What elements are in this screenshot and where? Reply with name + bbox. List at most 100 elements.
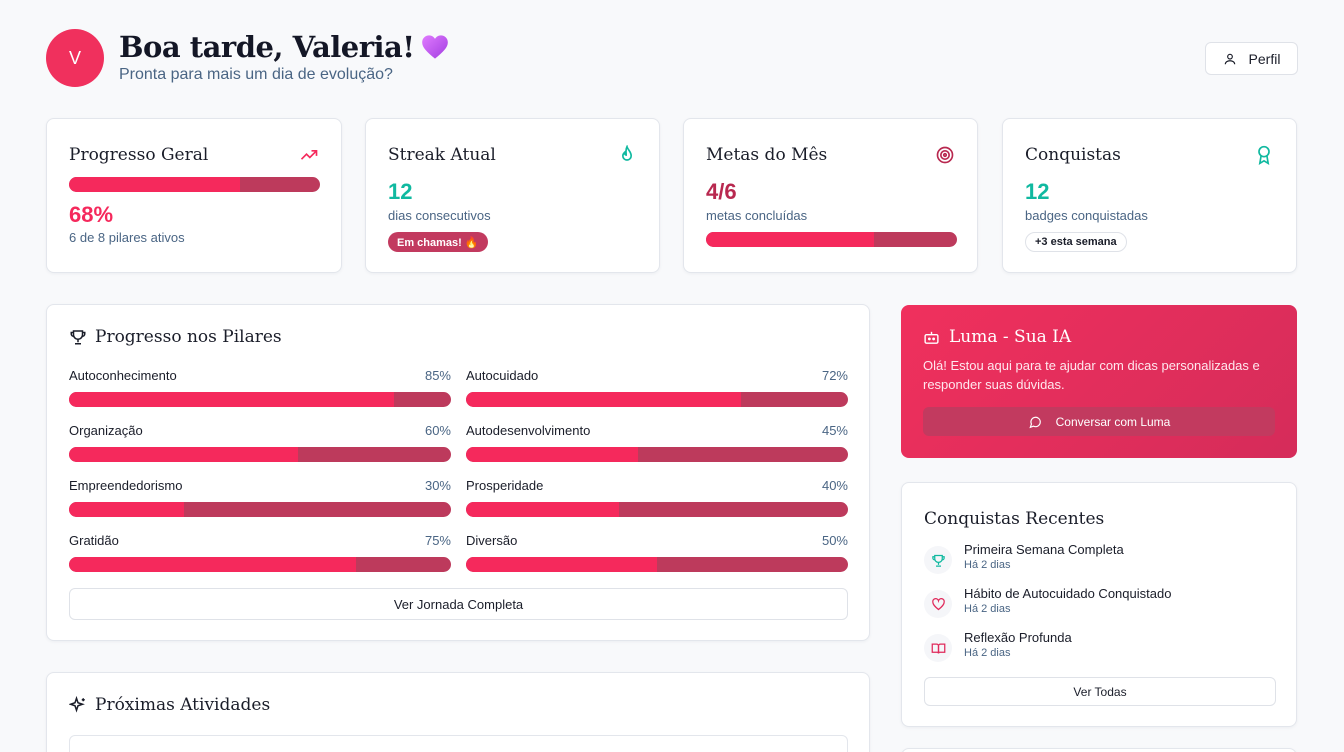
pillars-title-text: Progresso nos Pilares [95, 327, 282, 347]
purple-heart-icon [421, 35, 448, 59]
pillar-progress-bar [466, 447, 848, 462]
recent-achievements-title: Conquistas Recentes [924, 509, 1105, 529]
user-icon [1224, 53, 1235, 64]
overall-progress-bar [69, 177, 320, 192]
achievement-time: Há 2 dias [964, 647, 1011, 659]
activities-title-text: Próximas Atividades [95, 695, 271, 715]
profile-button[interactable]: Perfil [1205, 42, 1298, 75]
recent-achievements-card: Conquistas Recentes Primeira Semana Comp… [901, 482, 1297, 727]
overall-progress-value: 68% [69, 202, 114, 227]
pillar-progress-fill [69, 392, 394, 407]
pillar-percent: 75% [424, 533, 451, 548]
card-title: Progresso Geral [69, 145, 209, 165]
achievements-card: Conquistas 12 badges conquistadas +3 est… [1002, 118, 1297, 273]
pillars-card: Progresso nos Pilares Autoconhecimento 85… [46, 304, 870, 641]
pillar-header: Prosperidade 40% [466, 478, 848, 493]
achievements-caption: badges conquistadas [1025, 208, 1148, 223]
activity-item[interactable] [69, 735, 848, 752]
activities-title: Próximas Atividades [69, 695, 270, 715]
pillar-progress-fill [69, 447, 299, 462]
pillar-percent: 30% [424, 478, 451, 493]
pillar-progress-bar [69, 502, 451, 517]
view-all-button[interactable]: Ver Todas [924, 677, 1276, 706]
pillar-progress-fill [466, 447, 638, 462]
achievement-item: Reflexão Profunda Há 2 dias [924, 630, 1072, 662]
goals-caption: metas concluídas [706, 208, 808, 223]
achievements-value: 12 [1025, 179, 1050, 204]
target-icon [936, 146, 954, 164]
goals-value: 4/6 [706, 179, 737, 204]
pillar-progress-bar [466, 557, 848, 572]
pillar-progress-fill [466, 502, 619, 517]
achievement-item: Hábito de Autocuidado Conquistado Há 2 d… [924, 586, 1171, 618]
pillar-item: Diversão 50% [466, 533, 848, 572]
luma-title: Luma - Sua IA [923, 327, 1071, 347]
streak-caption: dias consecutivos [388, 208, 491, 223]
achievement-icon-wrap [924, 634, 952, 662]
heart-icon [931, 597, 945, 610]
pillar-percent: 45% [821, 423, 848, 438]
greeting-title: Boa tarde, Valeria! [119, 30, 449, 64]
profile-label: Perfil [1248, 50, 1281, 67]
pillar-label: Autoconhecimento [69, 368, 177, 383]
pillar-item: Autodesenvolvimento 45% [466, 423, 848, 462]
greeting-text: Boa tarde, Valeria! [119, 30, 415, 64]
pillar-label: Gratidão [69, 533, 119, 548]
avatar: V [46, 29, 104, 87]
streak-badge: Em chamas! 🔥 [388, 232, 488, 252]
activities-card: Próximas Atividades [46, 672, 870, 752]
achievement-icon-wrap [924, 546, 952, 574]
pillar-item: Autocuidado 72% [466, 368, 848, 407]
pillar-percent: 40% [821, 478, 848, 493]
message-circle-icon [1029, 416, 1041, 428]
pillar-percent: 72% [821, 368, 848, 383]
pillar-progress-bar [69, 392, 451, 407]
pillar-percent: 60% [424, 423, 451, 438]
pillar-label: Autodesenvolvimento [466, 423, 591, 438]
trophy-icon [70, 330, 86, 345]
pillar-header: Organização 60% [69, 423, 451, 438]
achievements-badge: +3 esta semana [1025, 232, 1127, 252]
luma-title-text: Luma - Sua IA [949, 327, 1072, 347]
pillar-header: Diversão 50% [466, 533, 848, 548]
pillar-progress-fill [69, 502, 184, 517]
card-title: Streak Atual [388, 145, 496, 165]
pillar-progress-bar [466, 502, 848, 517]
pillars-title: Progresso nos Pilares [69, 327, 282, 347]
achievement-icon-wrap [924, 590, 952, 618]
pillar-progress-bar [69, 557, 451, 572]
achievement-item: Primeira Semana Completa Há 2 dias [924, 542, 1124, 574]
achievement-time: Há 2 dias [964, 559, 1011, 571]
flame-icon [621, 145, 633, 161]
sparkles-icon [69, 696, 85, 713]
view-journey-button[interactable]: Ver Jornada Completa [69, 588, 848, 620]
pillar-item: Autoconhecimento 85% [69, 368, 451, 407]
luma-description: Olá! Estou aqui para te ajudar com dicas… [923, 358, 1260, 392]
pillar-label: Prosperidade [466, 478, 544, 493]
pillar-item: Organização 60% [69, 423, 451, 462]
pillar-header: Autodesenvolvimento 45% [466, 423, 848, 438]
pillar-header: Empreendedorismo 30% [69, 478, 451, 493]
card-title: Conquistas [1025, 145, 1121, 165]
streak-card: Streak Atual 12 dias consecutivos Em cha… [365, 118, 660, 273]
pillar-header: Autoconhecimento 85% [69, 368, 451, 383]
goals-progress-fill [706, 232, 875, 247]
pillar-progress-fill [69, 557, 356, 572]
book-icon [931, 643, 945, 654]
streak-value: 12 [388, 179, 413, 204]
pillar-label: Organização [69, 423, 143, 438]
award-icon [1258, 145, 1270, 165]
achievement-name: Reflexão Profunda [964, 630, 1072, 645]
pillar-label: Diversão [466, 533, 518, 548]
trending-up-icon [300, 150, 318, 160]
overall-progress-fill [69, 177, 240, 192]
chat-with-luma-button[interactable]: Conversar com Luma [923, 407, 1275, 436]
pillar-progress-bar [69, 447, 451, 462]
overall-progress-card: Progresso Geral 68% 6 de 8 pilares ativo… [46, 118, 342, 273]
next-card-edge [901, 748, 1297, 752]
pillar-item: Empreendedorismo 30% [69, 478, 451, 517]
pillar-label: Empreendedorismo [69, 478, 183, 493]
chat-with-luma-label: Conversar com Luma [1055, 414, 1171, 429]
trophy-icon [931, 554, 945, 567]
pillar-header: Autocuidado 72% [466, 368, 848, 383]
